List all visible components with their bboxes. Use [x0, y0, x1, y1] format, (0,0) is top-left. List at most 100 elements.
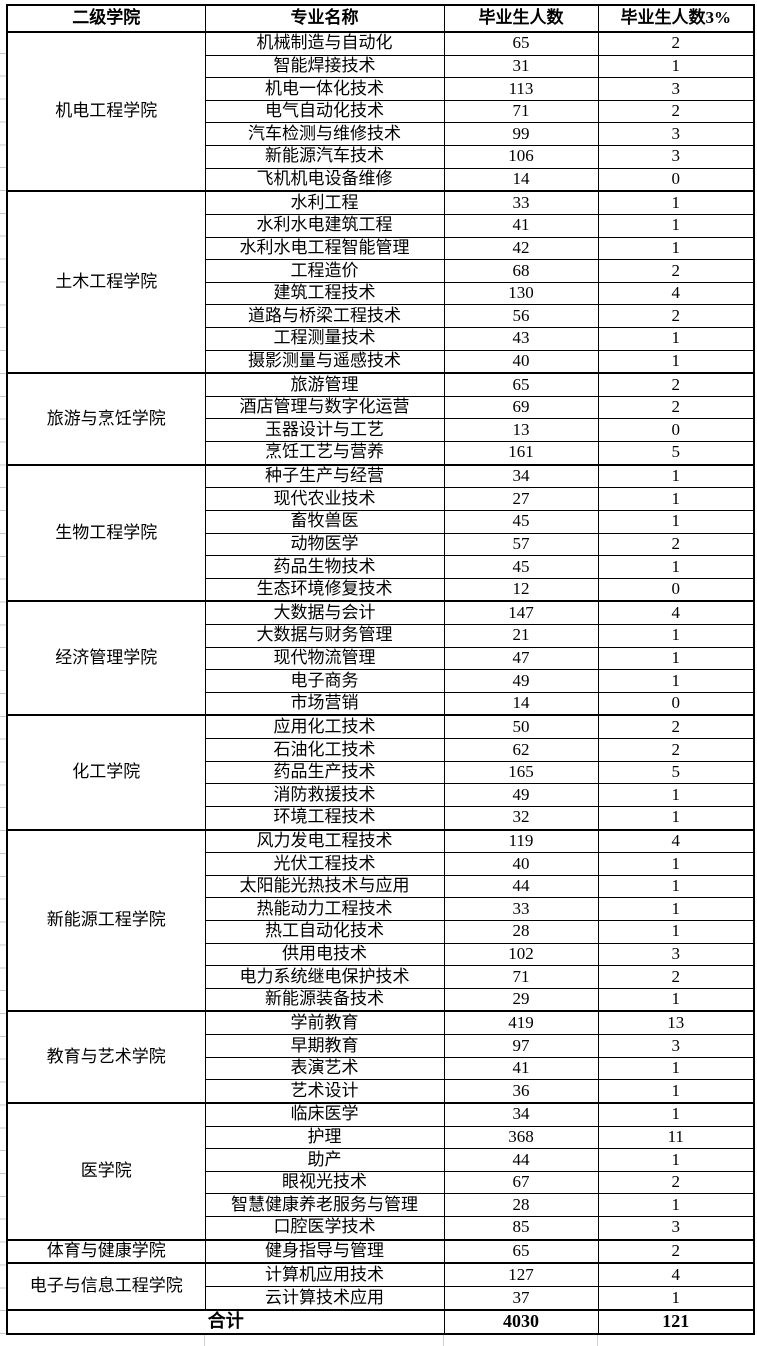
major-name-cell: 现代农业技术 — [204, 487, 445, 511]
graduates-3pct-cell: 2 — [597, 1170, 755, 1195]
major-row: 新能源工程学院 风力发电工程技术 119 4 — [6, 828, 755, 1012]
graduates-count-cell: 33 — [443, 897, 599, 921]
major-name-cell: 表演艺术 — [204, 1056, 445, 1081]
graduates-3pct-cell: 5 — [597, 760, 755, 785]
graduates-3pct-cell: 4 — [597, 828, 755, 854]
graduates-3pct-cell: 4 — [597, 281, 755, 306]
major-row: 工程测量技术 43 1 — [7, 326, 755, 351]
col-header-major: 专业名称 — [204, 4, 445, 33]
graduates-count-cell: 12 — [443, 577, 599, 602]
graduates-count-cell: 56 — [443, 304, 599, 328]
graduates-3pct-cell: 1 — [597, 646, 755, 671]
graduates-3pct-cell: 3 — [597, 1215, 755, 1241]
major-name-cell: 电气自动化技术 — [204, 99, 445, 124]
graduates-count-cell: 32 — [443, 805, 599, 831]
college-cell: 旅游与烹饪学院 — [6, 372, 206, 466]
bottom-gridline-col3 — [597, 1335, 598, 1346]
college-cell: 生物工程学院 — [6, 463, 206, 602]
major-name-cell: 大数据与会计 — [204, 600, 445, 626]
college-cell: 土木工程学院 — [6, 190, 206, 374]
graduates-3pct-cell: 3 — [597, 942, 755, 967]
major-name-cell: 供用电技术 — [204, 942, 445, 967]
major-name-cell: 工程测量技术 — [204, 326, 445, 351]
major-name-cell: 云计算技术应用 — [204, 1285, 445, 1311]
graduates-3pct-cell: 1 — [597, 1101, 755, 1127]
graduates-count-cell: 62 — [443, 738, 599, 762]
graduates-count-cell: 65 — [443, 30, 599, 56]
major-name-cell: 健身指导与管理 — [204, 1238, 445, 1264]
major-name-cell: 机电一体化技术 — [204, 77, 445, 101]
graduates-3pct-cell: 1 — [597, 555, 755, 579]
college-cell: 教育与艺术学院 — [6, 1010, 206, 1104]
major-row: 表演艺术 41 1 — [7, 1056, 755, 1081]
major-row: 消防救援技术 49 1 — [7, 783, 755, 807]
graduates-count-cell: 37 — [443, 1285, 599, 1311]
major-row: 智能焊接技术 31 1 — [7, 54, 755, 79]
graduates-count-cell: 49 — [443, 669, 599, 693]
graduates-3pct-cell: 1 — [597, 1193, 755, 1217]
graduates-count-cell: 44 — [443, 874, 599, 899]
major-row: 机电工程学院 机械制造与自动化 65 2 — [6, 30, 755, 192]
graduates-3pct-cell: 2 — [597, 532, 755, 557]
graduates-count-cell: 419 — [443, 1010, 599, 1036]
total-label-cell: 合计 — [6, 1309, 445, 1335]
major-row: 新能源装备技术 29 1 — [7, 987, 755, 1012]
graduates-3pct-cell: 1 — [597, 190, 755, 215]
graduates-count-cell: 45 — [443, 509, 599, 534]
major-name-cell: 水利水电工程智能管理 — [204, 236, 445, 261]
major-name-cell: 护理 — [204, 1125, 445, 1150]
major-name-cell: 种子生产与经营 — [204, 463, 445, 489]
major-row: 市场营销 14 0 — [7, 691, 755, 716]
graduates-3pct-cell: 1 — [597, 213, 755, 238]
graduates-3pct-cell: 1 — [597, 326, 755, 351]
graduates-count-cell: 130 — [443, 281, 599, 306]
graduates-3pct-cell: 0 — [597, 577, 755, 602]
graduates-3pct-cell: 2 — [597, 714, 755, 740]
graduates-3pct-cell: 0 — [597, 167, 755, 192]
graduates-3pct-cell: 1 — [597, 624, 755, 648]
graduates-count-cell: 99 — [443, 122, 599, 147]
graduates-3pct-cell: 1 — [597, 919, 755, 944]
graduates-count-cell: 33 — [443, 190, 599, 215]
major-name-cell: 生态环境修复技术 — [204, 577, 445, 602]
header-row: 二级学院 专业名称 毕业生人数 毕业生人数3% — [6, 4, 755, 33]
graduates-count-cell: 31 — [443, 54, 599, 79]
major-name-cell: 石油化工技术 — [204, 738, 445, 762]
graduates-count-cell: 28 — [443, 1193, 599, 1217]
major-row: 早期教育 97 3 — [7, 1034, 755, 1058]
major-name-cell: 艺术设计 — [204, 1079, 445, 1104]
col-header-graduates-3pct: 毕业生人数3% — [597, 4, 755, 33]
major-name-cell: 新能源汽车技术 — [204, 145, 445, 169]
graduates-3pct-cell: 1 — [597, 805, 755, 831]
graduates-3pct-cell: 5 — [597, 440, 755, 466]
major-name-cell: 眼视光技术 — [204, 1170, 445, 1195]
college-cell: 电子与信息工程学院 — [6, 1262, 206, 1311]
graduates-3pct-cell: 1 — [597, 897, 755, 921]
bottom-gridline-col1 — [204, 1335, 205, 1346]
graduates-count-cell: 165 — [443, 760, 599, 785]
graduates-3pct-cell: 13 — [597, 1010, 755, 1036]
major-row: 医学院 临床医学 34 1 — [6, 1101, 755, 1241]
major-name-cell: 机械制造与自动化 — [204, 30, 445, 56]
major-name-cell: 大数据与财务管理 — [204, 624, 445, 648]
major-row: 电子与信息工程学院 计算机应用技术 127 4 — [6, 1262, 755, 1311]
major-row: 教育与艺术学院 学前教育 419 13 — [6, 1010, 755, 1104]
major-name-cell: 早期教育 — [204, 1034, 445, 1058]
graduates-count-cell: 41 — [443, 213, 599, 238]
graduates-count-cell: 65 — [443, 1238, 599, 1264]
graduates-count-cell: 34 — [443, 463, 599, 489]
major-name-cell: 智能焊接技术 — [204, 54, 445, 79]
major-row: 生态环境修复技术 12 0 — [7, 577, 755, 602]
graduates-count-cell: 49 — [443, 783, 599, 807]
major-row: 旅游与烹饪学院 旅游管理 65 2 — [6, 372, 755, 466]
college-cell: 医学院 — [6, 1101, 206, 1241]
major-row: 新能源汽车技术 106 3 — [7, 145, 755, 169]
graduates-3pct-cell: 1 — [597, 1056, 755, 1081]
graduates-count-cell: 42 — [443, 236, 599, 261]
graduates-count-cell: 45 — [443, 555, 599, 579]
major-name-cell: 动物医学 — [204, 532, 445, 557]
graduates-3pct-cell: 2 — [597, 1238, 755, 1264]
graduates-count-cell: 102 — [443, 942, 599, 967]
major-row: 药品生产技术 165 5 — [7, 760, 755, 785]
